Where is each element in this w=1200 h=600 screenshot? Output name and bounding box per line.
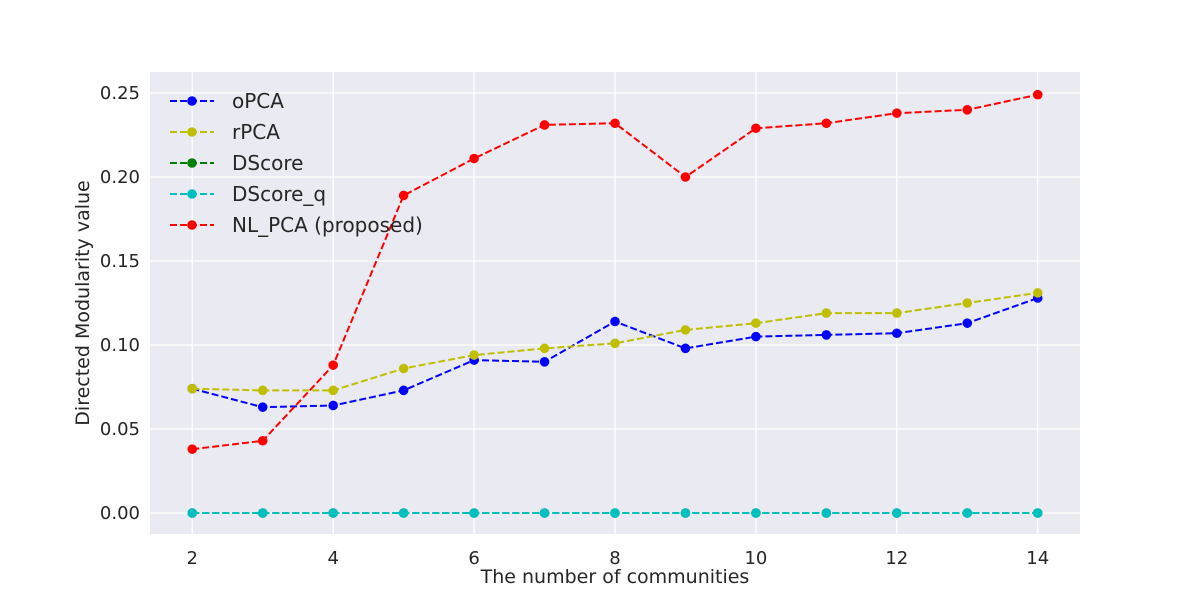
x-tick-label: 6	[468, 548, 479, 569]
data-point	[821, 508, 832, 518]
data-point	[187, 383, 198, 394]
series-nl-pca-proposed	[187, 89, 1043, 454]
data-point	[610, 508, 620, 518]
legend-label: DScore	[232, 151, 303, 175]
data-point	[680, 172, 691, 182]
x-tick-label: 10	[744, 548, 767, 569]
y-tick-label: 0.10	[100, 335, 140, 356]
data-point	[1032, 508, 1043, 518]
data-point	[539, 343, 550, 354]
data-point	[1032, 89, 1043, 100]
data-point	[751, 508, 761, 518]
data-point	[751, 123, 761, 134]
series-rpca	[187, 288, 1043, 396]
data-point	[398, 508, 409, 518]
data-point	[257, 385, 268, 396]
data-point	[821, 330, 832, 340]
data-point	[328, 360, 338, 370]
y-tick-label: 0.25	[100, 83, 140, 104]
data-point	[328, 400, 338, 411]
data-point	[680, 325, 691, 335]
legend-item: DScore	[170, 151, 303, 175]
data-point	[187, 444, 198, 454]
legend-item: DScore_q	[170, 182, 326, 206]
data-point	[751, 331, 761, 342]
data-point	[539, 120, 550, 130]
data-point	[398, 190, 409, 201]
data-point	[610, 316, 620, 327]
data-point	[892, 328, 902, 339]
x-axis-ticks: 2 4 6 8 10 12 14	[187, 548, 1050, 569]
data-point	[610, 338, 620, 349]
x-tick-label: 2	[187, 548, 198, 569]
legend-label: rPCA	[232, 120, 280, 144]
legend: oPCA rPCA DScore DScore_q NL_PCA (proposed)	[170, 89, 423, 237]
legend-item: rPCA	[170, 120, 280, 144]
data-point	[398, 363, 409, 374]
legend-marker	[187, 220, 197, 230]
legend-marker	[187, 127, 197, 137]
x-tick-label: 14	[1026, 548, 1049, 569]
series-layer	[187, 89, 1043, 518]
data-point	[539, 508, 550, 518]
data-point	[892, 308, 902, 318]
legend-marker	[187, 158, 197, 168]
y-tick-label: 0.15	[100, 251, 140, 272]
x-axis-label: The number of communities	[480, 566, 750, 588]
data-point	[751, 318, 761, 328]
data-point	[469, 153, 479, 164]
data-point	[469, 508, 479, 518]
legend-label: NL_PCA (proposed)	[232, 213, 423, 237]
y-tick-label: 0.00	[100, 503, 140, 524]
data-point	[328, 508, 338, 518]
y-axis-ticks: 0.00 0.05 0.10 0.15 0.20 0.25	[100, 83, 140, 524]
legend-marker	[187, 189, 197, 199]
data-point	[821, 308, 832, 318]
data-point	[962, 318, 973, 328]
data-point	[962, 508, 973, 518]
data-point	[821, 118, 832, 129]
data-point	[680, 508, 691, 518]
data-point	[257, 402, 268, 412]
y-tick-label: 0.05	[100, 419, 140, 440]
data-point	[398, 385, 409, 396]
y-tick-label: 0.20	[100, 167, 140, 188]
data-point	[1032, 288, 1043, 298]
data-point	[539, 357, 550, 367]
x-tick-label: 12	[885, 548, 908, 569]
data-point	[187, 508, 198, 518]
y-axis-label: Directed Modularity value	[72, 180, 94, 425]
legend-item: oPCA	[170, 89, 284, 113]
legend-item: NL_PCA (proposed)	[170, 213, 423, 237]
data-point	[892, 108, 902, 118]
series-dscore-q	[187, 508, 1043, 518]
data-point	[469, 350, 479, 360]
data-point	[328, 385, 338, 396]
data-point	[962, 105, 973, 115]
data-point	[962, 298, 973, 308]
data-point	[892, 508, 902, 518]
data-point	[257, 508, 268, 518]
x-tick-label: 4	[327, 548, 338, 569]
x-tick-label: 8	[609, 548, 620, 569]
legend-marker	[187, 96, 197, 106]
data-point	[680, 343, 691, 354]
data-point	[257, 435, 268, 446]
legend-label: DScore_q	[232, 182, 326, 206]
data-point	[610, 118, 620, 129]
legend-label: oPCA	[232, 89, 284, 113]
